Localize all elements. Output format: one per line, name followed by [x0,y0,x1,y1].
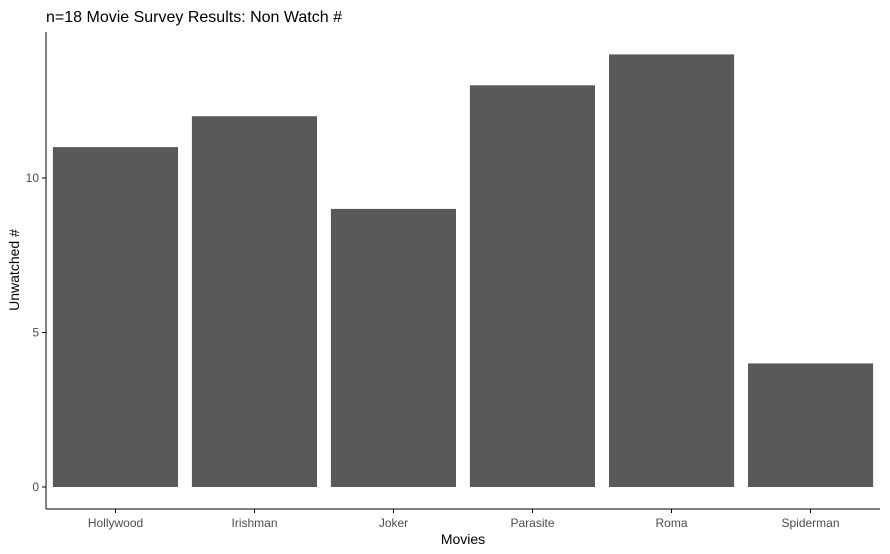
bar-parasite [469,85,595,488]
x-tick-label: Spiderman [781,516,839,530]
x-axis-ticks: Hollywood Irishman Joker Parasite Roma Spider… [88,509,840,530]
y-axis-title: Unwatched # [6,229,22,311]
chart-title: n=18 Movie Survey Results: Non Watch # [46,9,342,26]
x-axis-title: Movies [441,531,485,547]
x-tick-label: Roma [655,516,687,530]
bar-hollywood [52,147,178,487]
x-tick-label: Hollywood [88,516,143,530]
bar-spiderman [748,363,874,487]
y-tick-label: 10 [26,171,40,185]
x-tick-label: Irishman [231,516,277,530]
x-tick-label: Parasite [510,516,554,530]
y-tick-label: 0 [32,480,39,494]
bar-joker [330,208,456,487]
y-axis-ticks: 0 5 10 [26,171,46,494]
x-tick-label: Joker [379,516,408,530]
bars-group [52,54,874,488]
bar-roma [609,54,735,488]
y-tick-label: 5 [32,326,39,340]
bar-irishman [191,116,317,487]
